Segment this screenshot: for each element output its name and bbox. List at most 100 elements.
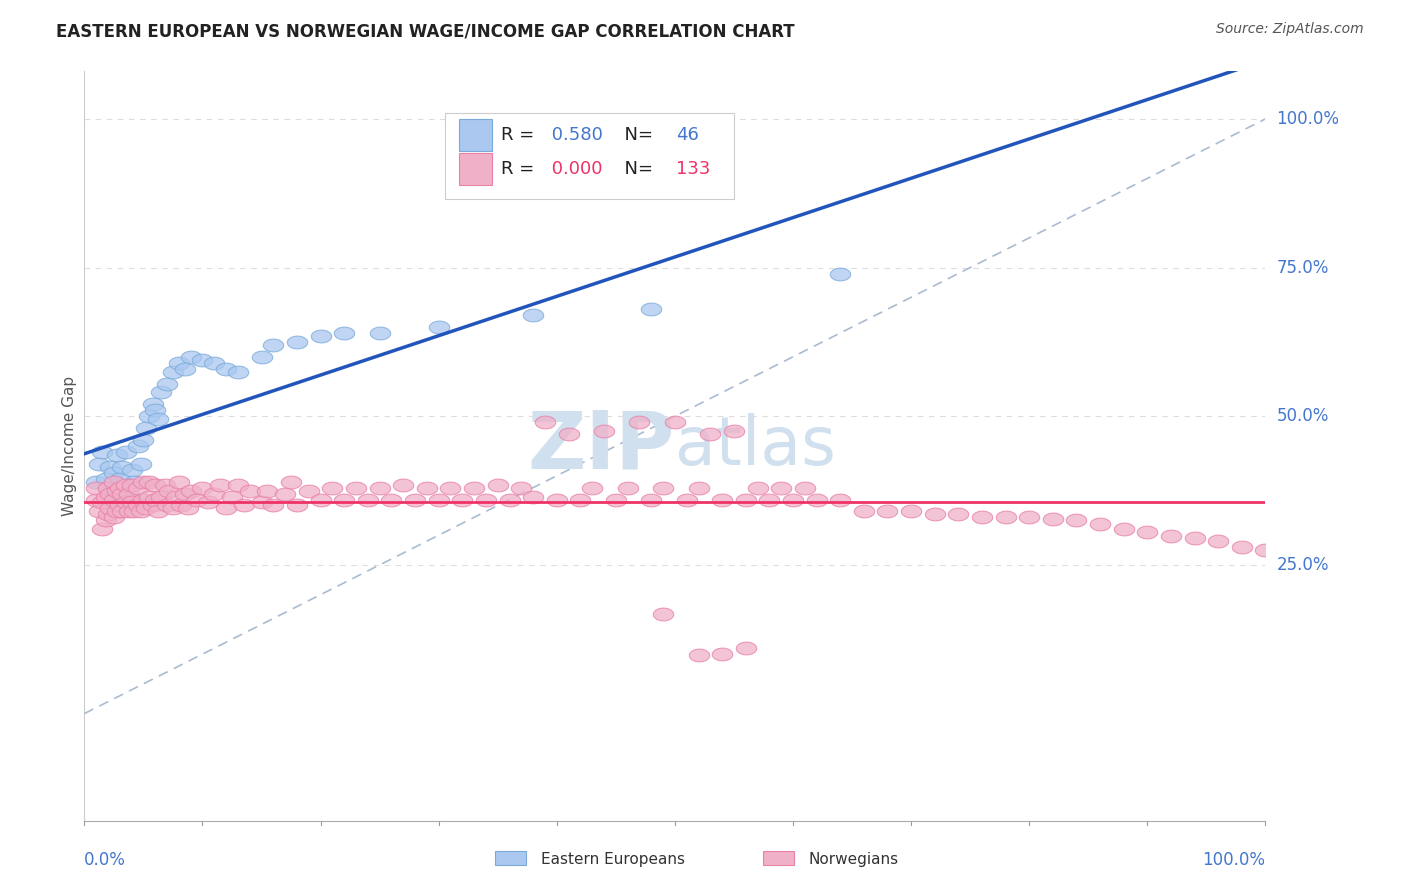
Text: 133: 133 (676, 160, 710, 178)
Point (173, 486, 195, 500)
Point (135, 421, 157, 435)
Point (98, 486, 121, 500)
Point (546, 492, 568, 507)
Point (522, 308, 544, 322)
Point (232, 499, 254, 513)
Point (994, 510, 1017, 524)
Point (522, 490, 544, 504)
FancyBboxPatch shape (458, 153, 492, 185)
Point (127, 481, 149, 495)
Text: ZIP: ZIP (527, 407, 675, 485)
Text: Eastern Europeans: Eastern Europeans (541, 853, 685, 867)
Point (852, 504, 875, 518)
Point (806, 492, 828, 507)
Point (274, 486, 297, 500)
Point (616, 481, 638, 495)
Text: N=: N= (613, 160, 659, 178)
Point (91, 445, 114, 459)
Point (416, 481, 439, 495)
Point (298, 483, 321, 498)
Point (1184, 531, 1206, 545)
Point (239, 483, 262, 498)
Point (167, 356, 190, 370)
Point (380, 492, 402, 507)
Point (135, 501, 157, 516)
Point (118, 504, 141, 518)
Point (143, 477, 166, 491)
Point (97, 481, 120, 495)
Point (202, 486, 225, 500)
Point (108, 481, 131, 495)
Point (1254, 543, 1277, 558)
Point (830, 492, 852, 507)
Point (142, 397, 165, 411)
Point (114, 477, 136, 491)
Text: 46: 46 (676, 126, 699, 144)
Text: 0.580: 0.580 (546, 126, 603, 144)
FancyBboxPatch shape (444, 112, 734, 199)
Point (498, 492, 520, 507)
Text: N=: N= (613, 126, 665, 144)
Point (427, 320, 450, 334)
Point (191, 481, 214, 495)
Point (688, 481, 710, 495)
Point (94, 490, 117, 504)
Point (1206, 534, 1229, 549)
Point (830, 267, 852, 281)
Point (111, 459, 134, 474)
Point (84, 492, 107, 507)
Point (97, 508, 120, 522)
Point (91, 495, 114, 509)
Point (143, 492, 166, 507)
Point (782, 492, 804, 507)
Point (675, 492, 697, 507)
Point (103, 466, 125, 480)
Point (121, 492, 143, 507)
Point (118, 486, 141, 500)
Point (948, 508, 970, 522)
Point (1230, 540, 1253, 554)
Point (593, 424, 616, 438)
Point (156, 499, 179, 513)
Point (114, 495, 136, 509)
Point (510, 481, 533, 495)
Point (262, 338, 284, 352)
Point (121, 495, 143, 509)
Point (534, 415, 557, 429)
Point (170, 499, 193, 513)
Text: Source: ZipAtlas.com: Source: ZipAtlas.com (1216, 22, 1364, 37)
Point (215, 501, 238, 516)
Point (688, 648, 710, 663)
Point (94, 513, 117, 527)
Text: R =: R = (502, 126, 540, 144)
Point (121, 463, 143, 477)
Point (87, 504, 110, 518)
Point (127, 499, 149, 513)
Point (122, 475, 145, 489)
Point (475, 492, 498, 507)
Point (121, 477, 143, 491)
Point (108, 492, 131, 507)
Point (404, 492, 426, 507)
Text: 50.0%: 50.0% (1277, 408, 1329, 425)
Point (221, 490, 243, 504)
Point (162, 501, 184, 516)
Point (1042, 511, 1064, 525)
Text: EASTERN EUROPEAN VS NORWEGIAN WAGE/INCOME GAP CORRELATION CHART: EASTERN EUROPEAN VS NORWEGIAN WAGE/INCOM… (56, 22, 794, 40)
Point (569, 492, 592, 507)
Point (628, 415, 651, 429)
Point (357, 492, 380, 507)
Point (166, 490, 188, 504)
Point (132, 433, 155, 447)
Point (734, 492, 756, 507)
Point (900, 504, 922, 518)
FancyBboxPatch shape (458, 120, 492, 151)
Point (146, 412, 169, 426)
Point (87, 457, 110, 471)
Point (250, 350, 273, 364)
Point (153, 477, 176, 491)
Point (333, 326, 356, 340)
Text: 0.0%: 0.0% (84, 851, 127, 869)
Point (132, 475, 155, 489)
Point (605, 492, 627, 507)
